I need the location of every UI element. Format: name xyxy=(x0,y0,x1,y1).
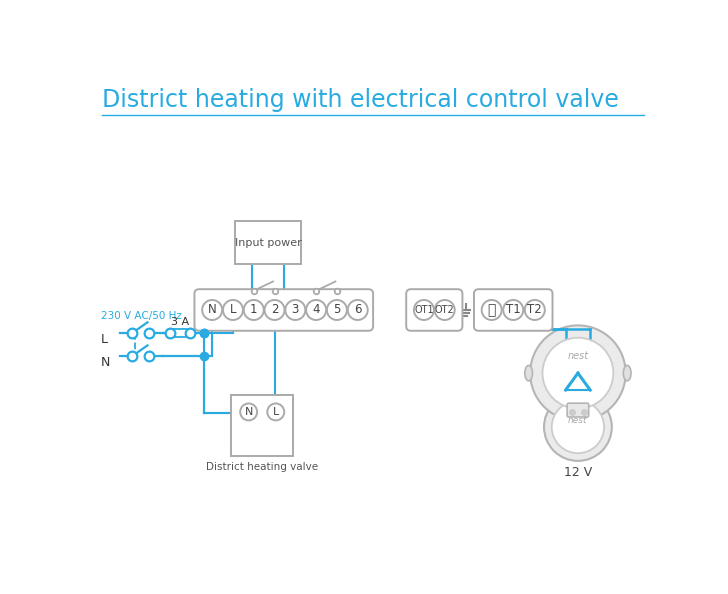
Ellipse shape xyxy=(525,365,532,381)
Text: N: N xyxy=(207,304,216,317)
Circle shape xyxy=(202,300,222,320)
Circle shape xyxy=(306,300,326,320)
Circle shape xyxy=(530,326,625,421)
Text: Input power: Input power xyxy=(234,238,301,248)
Text: 2: 2 xyxy=(271,304,278,317)
Text: L: L xyxy=(100,333,108,346)
Text: District heating valve: District heating valve xyxy=(206,463,318,472)
Text: ⏚: ⏚ xyxy=(488,303,496,317)
FancyBboxPatch shape xyxy=(194,289,373,331)
Text: 230 V AC/50 Hz: 230 V AC/50 Hz xyxy=(100,311,181,321)
Circle shape xyxy=(552,401,604,453)
Circle shape xyxy=(264,300,285,320)
Circle shape xyxy=(244,300,264,320)
Circle shape xyxy=(327,300,347,320)
Circle shape xyxy=(435,300,455,320)
Text: 4: 4 xyxy=(312,304,320,317)
Text: nest: nest xyxy=(568,416,587,425)
Text: District heating with electrical control valve: District heating with electrical control… xyxy=(102,89,619,112)
FancyBboxPatch shape xyxy=(232,394,293,456)
Circle shape xyxy=(267,403,284,421)
Text: OT1: OT1 xyxy=(414,305,434,315)
Circle shape xyxy=(482,300,502,320)
FancyBboxPatch shape xyxy=(235,222,301,264)
Ellipse shape xyxy=(623,365,631,381)
FancyBboxPatch shape xyxy=(406,289,462,331)
Circle shape xyxy=(525,300,545,320)
Circle shape xyxy=(542,338,614,409)
Text: L: L xyxy=(273,407,279,417)
Text: 3 A: 3 A xyxy=(171,317,189,327)
Circle shape xyxy=(285,300,305,320)
Text: 3: 3 xyxy=(292,304,299,317)
Circle shape xyxy=(544,393,612,461)
Circle shape xyxy=(414,300,434,320)
Text: T1: T1 xyxy=(506,304,521,317)
Text: 12 V: 12 V xyxy=(563,466,592,479)
Text: N: N xyxy=(245,407,253,417)
Circle shape xyxy=(240,403,257,421)
FancyBboxPatch shape xyxy=(474,289,553,331)
Circle shape xyxy=(223,300,243,320)
Text: 6: 6 xyxy=(354,304,361,317)
Text: N: N xyxy=(100,356,110,369)
Text: L: L xyxy=(230,304,236,317)
Text: 1: 1 xyxy=(250,304,258,317)
Circle shape xyxy=(503,300,523,320)
FancyBboxPatch shape xyxy=(567,403,589,417)
Text: T2: T2 xyxy=(527,304,542,317)
Text: nest: nest xyxy=(567,351,588,361)
Text: 5: 5 xyxy=(333,304,341,317)
FancyBboxPatch shape xyxy=(173,329,187,337)
Circle shape xyxy=(348,300,368,320)
Text: OT2: OT2 xyxy=(435,305,454,315)
